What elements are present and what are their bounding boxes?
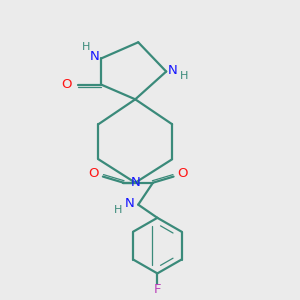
Text: O: O [178,167,188,180]
Text: N: N [90,50,100,63]
Text: N: N [130,176,140,189]
Text: N: N [168,64,178,76]
Text: H: H [114,205,122,215]
Text: O: O [62,78,72,91]
Text: O: O [88,167,99,180]
Text: H: H [180,71,188,81]
Text: F: F [154,283,161,296]
Text: N: N [124,197,134,210]
Text: H: H [82,42,90,52]
